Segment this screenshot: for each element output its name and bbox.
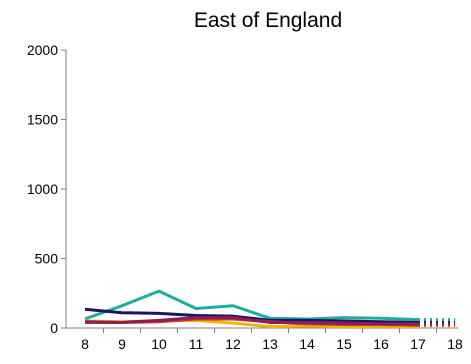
series-line	[84, 289, 419, 322]
y-tick-labels: 0 500 1000 1500 2000	[27, 42, 58, 336]
y-tick-label: 500	[35, 251, 59, 267]
y-tick-label: 0	[50, 320, 58, 336]
series-5	[84, 316, 455, 326]
x-tick-label: 16	[373, 336, 389, 352]
x-tick-label: 13	[262, 336, 278, 352]
x-tick-label: 12	[225, 336, 241, 352]
x-tick-label: 11	[189, 336, 204, 352]
x-tick-labels: 8 9 10 11 12 13 14 15 16 17 18	[81, 336, 463, 352]
x-tick-label: 17	[410, 336, 426, 352]
y-tick-label: 2000	[27, 42, 58, 58]
x-tick-label: 8	[81, 336, 89, 352]
x-tick-label: 14	[299, 336, 315, 352]
x-tick-label: 15	[336, 336, 352, 352]
series-layer	[84, 289, 455, 329]
axes	[61, 49, 458, 333]
y-tick-label: 1500	[27, 112, 58, 128]
y-tick-label: 1000	[27, 181, 58, 197]
x-tick-label: 18	[447, 336, 463, 352]
x-tick-label: 10	[151, 336, 167, 352]
x-tick-label: 9	[118, 336, 126, 352]
chart-title: East of England	[194, 9, 342, 32]
series-1	[84, 289, 455, 322]
series-line	[84, 316, 418, 326]
series-line	[84, 307, 419, 324]
